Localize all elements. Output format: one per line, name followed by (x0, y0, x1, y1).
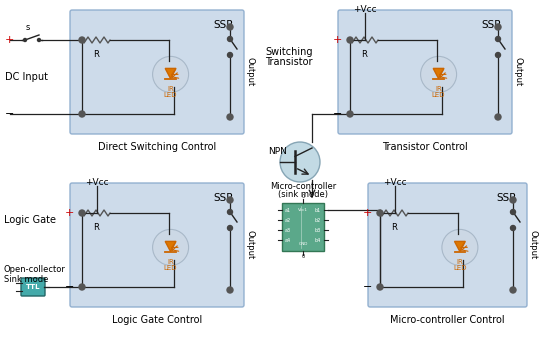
Text: SSR: SSR (213, 193, 234, 203)
Text: Open-collector: Open-collector (4, 266, 66, 274)
Text: −: − (65, 282, 74, 292)
Bar (282, 203, 324, 251)
Circle shape (377, 210, 383, 216)
Text: a3: a3 (285, 227, 291, 233)
Text: IR: IR (167, 87, 174, 92)
Text: Sink mode: Sink mode (4, 275, 49, 285)
Circle shape (227, 37, 232, 42)
Text: a2: a2 (285, 217, 291, 222)
Circle shape (420, 56, 457, 92)
Circle shape (347, 37, 353, 43)
Circle shape (79, 111, 85, 117)
Text: Output: Output (245, 57, 254, 87)
Text: a1: a1 (285, 208, 291, 213)
Text: Logic Gate: Logic Gate (4, 215, 56, 225)
Text: SSR: SSR (213, 20, 234, 30)
Text: R: R (93, 50, 99, 59)
Circle shape (227, 197, 233, 203)
Text: (sink mode): (sink mode) (278, 190, 328, 199)
Circle shape (510, 210, 515, 215)
Text: Micro-controller: Micro-controller (270, 182, 336, 191)
Text: +Vcc: +Vcc (85, 178, 109, 187)
Circle shape (153, 56, 189, 92)
Circle shape (38, 39, 40, 42)
Text: LED: LED (164, 265, 177, 271)
Text: +: + (65, 208, 74, 218)
Text: −: − (333, 109, 342, 119)
Circle shape (510, 197, 516, 203)
Text: +: + (333, 35, 342, 45)
Circle shape (510, 287, 516, 293)
Text: Switching: Switching (265, 47, 313, 57)
Circle shape (442, 230, 478, 265)
Text: Output: Output (529, 231, 537, 260)
Circle shape (79, 37, 85, 43)
Text: +: + (5, 35, 15, 45)
Text: Logic Gate Control: Logic Gate Control (112, 315, 202, 325)
Text: Transistor Control: Transistor Control (382, 142, 468, 152)
Text: IR: IR (435, 87, 442, 92)
Circle shape (495, 37, 501, 42)
FancyBboxPatch shape (368, 183, 527, 307)
Text: R: R (391, 223, 397, 232)
Circle shape (495, 52, 501, 57)
Circle shape (227, 287, 233, 293)
Polygon shape (165, 68, 176, 79)
Text: Output: Output (245, 231, 254, 260)
Text: −: − (5, 109, 15, 119)
Text: R: R (361, 50, 367, 59)
Text: Micro-controller Control: Micro-controller Control (390, 315, 505, 325)
Text: SSR: SSR (496, 193, 517, 203)
Text: b3: b3 (315, 227, 321, 233)
Circle shape (377, 284, 383, 290)
Circle shape (227, 24, 233, 30)
Text: IR: IR (167, 259, 174, 265)
Text: b2: b2 (315, 217, 321, 222)
Circle shape (79, 210, 85, 216)
Text: LED: LED (164, 92, 177, 98)
Text: s: s (26, 24, 30, 32)
Text: a4: a4 (285, 238, 291, 242)
Text: LED: LED (453, 265, 467, 271)
Circle shape (347, 111, 353, 117)
FancyBboxPatch shape (21, 278, 45, 296)
Text: Transistor: Transistor (265, 57, 313, 67)
Circle shape (153, 230, 189, 265)
Circle shape (24, 39, 26, 42)
Polygon shape (454, 241, 465, 251)
Circle shape (280, 142, 320, 182)
Text: TTL: TTL (26, 284, 40, 290)
Text: GND: GND (298, 242, 308, 246)
Circle shape (227, 114, 233, 120)
Text: 0: 0 (301, 194, 305, 199)
Circle shape (227, 52, 232, 57)
Text: R: R (93, 223, 99, 232)
Text: 0: 0 (301, 255, 305, 260)
Text: LED: LED (432, 92, 445, 98)
Circle shape (510, 225, 515, 231)
Circle shape (495, 114, 501, 120)
Circle shape (227, 210, 232, 215)
Text: +Vcc: +Vcc (353, 5, 377, 14)
Text: +Vcc: +Vcc (383, 178, 407, 187)
Circle shape (495, 24, 501, 30)
Text: Output: Output (514, 57, 522, 87)
Text: b1: b1 (315, 208, 321, 213)
Text: +: + (363, 208, 372, 218)
FancyBboxPatch shape (70, 183, 244, 307)
Text: Direct Switching Control: Direct Switching Control (98, 142, 216, 152)
Text: SSR: SSR (482, 20, 502, 30)
Circle shape (227, 225, 232, 231)
Circle shape (79, 284, 85, 290)
Text: Vcc1: Vcc1 (298, 208, 308, 212)
Polygon shape (165, 241, 176, 251)
FancyBboxPatch shape (338, 10, 512, 134)
Text: IR: IR (457, 259, 464, 265)
FancyBboxPatch shape (70, 10, 244, 134)
Text: b4: b4 (315, 238, 321, 242)
Text: NPN: NPN (268, 147, 287, 156)
Text: −: − (363, 282, 372, 292)
Text: DC Input: DC Input (5, 72, 48, 82)
Polygon shape (433, 68, 444, 79)
